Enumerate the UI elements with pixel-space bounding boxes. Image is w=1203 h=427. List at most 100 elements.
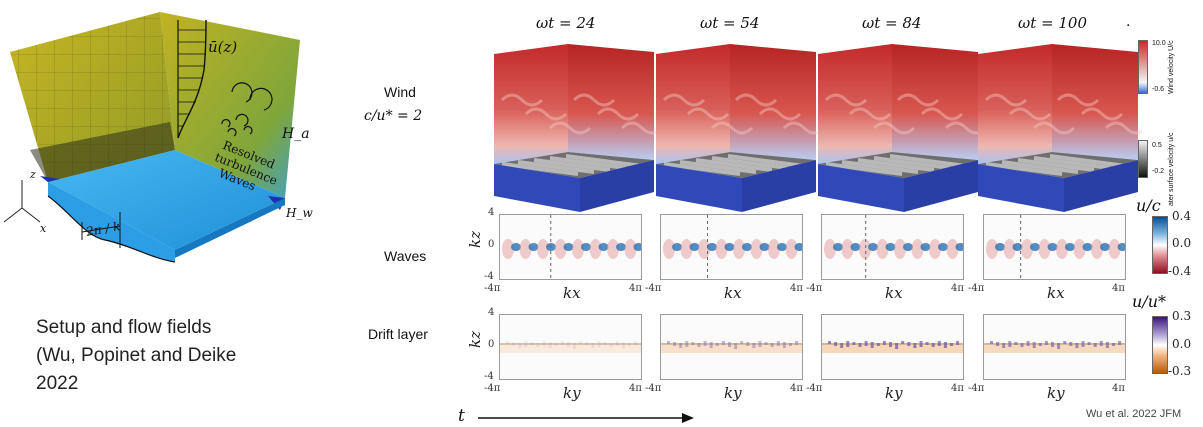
drift-streak [840, 343, 844, 348]
time-label-4: ωt = 100 [1018, 14, 1087, 32]
drift-streak [895, 343, 899, 349]
drift-field-3 [822, 341, 963, 353]
wave-crest [1001, 160, 1079, 174]
drift-streak [697, 343, 701, 347]
row-label-drift: Drift layer [368, 326, 428, 342]
water-body-front [978, 164, 1064, 212]
positive-velocity-crest [528, 243, 539, 251]
wind-colorbar-title: Wind velocity U/c [1168, 40, 1175, 94]
drift-streak [931, 343, 935, 347]
positive-velocity-crest [1065, 243, 1075, 251]
drift-streak [506, 341, 509, 344]
time-label-2: ωt = 54 [700, 14, 760, 32]
drift-streak [1002, 343, 1006, 348]
drift-streak [1044, 341, 1048, 345]
water-body-front [818, 164, 904, 212]
drift-streak [679, 343, 683, 348]
turbulence-streak [896, 93, 940, 107]
turbulence-streak [1080, 107, 1124, 121]
drift-streak [901, 341, 905, 344]
drift-streak [591, 343, 595, 348]
waves-field-1 [502, 215, 641, 279]
wave-crest [549, 156, 627, 170]
turbulence-streak [710, 121, 754, 135]
waves-xmin-1: -4π [484, 283, 501, 294]
negative-velocity-lobe [589, 239, 602, 259]
waves-field-4 [986, 215, 1125, 279]
x-axis-label: x [40, 222, 47, 235]
wave-crest [727, 154, 805, 168]
positive-velocity-crest [633, 243, 641, 251]
positive-velocity-crest [1030, 243, 1040, 251]
negative-velocity-lobe [859, 239, 871, 259]
drift-xmax-2: 4π [790, 383, 803, 394]
positive-velocity-crest [616, 243, 626, 251]
wave-crest [695, 158, 773, 172]
cube-left-face [656, 44, 730, 164]
negative-velocity-lobe [680, 239, 693, 259]
turbulence-streak [1104, 121, 1142, 135]
drift-field-4 [984, 341, 1125, 353]
drift-ytick-top: 4 [488, 307, 495, 318]
drift-colorbar-tick-mid: 0.0 [1172, 337, 1192, 351]
wave-crest [533, 158, 611, 172]
drift-streak [560, 341, 564, 345]
negative-velocity-lobe [876, 239, 889, 259]
drift-streak [943, 342, 947, 348]
waves-field-2 [663, 215, 802, 279]
negative-velocity-lobe [911, 239, 924, 259]
waves-xlabel-3: kx [885, 284, 903, 302]
wind-colorbar-max: 10.0 [1152, 40, 1166, 47]
positive-velocity-crest [1100, 243, 1110, 251]
wind-cube-3 [818, 44, 982, 212]
drift-streak [1093, 343, 1097, 347]
drift-panel-1 [499, 314, 642, 380]
drift-streak [782, 342, 786, 348]
surface-colorbar [1138, 140, 1148, 178]
positive-velocity-crest [833, 243, 843, 251]
negative-velocity-lobe [607, 239, 619, 259]
drift-streak [709, 342, 713, 348]
credit: Wu et al. 2022 JFM [1086, 408, 1182, 420]
waves-xlabel-1: kx [563, 284, 581, 302]
negative-velocity-lobe [894, 239, 906, 259]
turbulence-streak [500, 93, 544, 107]
waves-ylabel: kz [466, 231, 484, 248]
drift-xlabel-2: ky [724, 384, 742, 402]
turbulence-streak [920, 107, 964, 121]
wave-crest [857, 158, 935, 172]
waves-xlabel-2: kx [724, 284, 742, 302]
water-body-side [1064, 160, 1138, 212]
positive-velocity-crest [689, 243, 700, 251]
negative-velocity-lobe [715, 239, 728, 259]
drift-streak [621, 342, 625, 348]
wave-crest [841, 160, 919, 174]
waves-ytick-top: 4 [488, 207, 495, 218]
drift-streak [1105, 342, 1109, 348]
drift-xmax-4: 4π [1112, 383, 1125, 394]
wave-crest [889, 154, 967, 168]
waves-colorbar-tick-max: 0.4 [1172, 209, 1192, 223]
drift-panel-4 [983, 314, 1126, 380]
turbulence-streak [524, 107, 568, 121]
waves-panel-4 [983, 214, 1126, 280]
drift-streak [518, 343, 522, 348]
time-arrow [478, 413, 694, 423]
waves-xmax-1: 4π [629, 283, 642, 294]
cube-right-face [730, 44, 816, 160]
turbulence-streak [1032, 121, 1076, 135]
waves-xmax-2: 4π [790, 283, 803, 294]
drift-streak [740, 341, 744, 344]
positive-velocity-crest [707, 243, 717, 251]
waves-panel-3 [821, 214, 964, 280]
turbulence-streak [734, 93, 778, 107]
turbulence-streak [1008, 107, 1052, 121]
negative-velocity-lobe [929, 239, 941, 259]
drift-streak [721, 341, 725, 345]
drift-streak [1032, 342, 1036, 348]
cube-right-face [1052, 44, 1138, 160]
positive-velocity-crest [759, 243, 770, 251]
turbulence-streak [662, 93, 706, 107]
drift-band [822, 343, 963, 353]
wind-colorbar-min: -0.6 [1152, 86, 1165, 93]
